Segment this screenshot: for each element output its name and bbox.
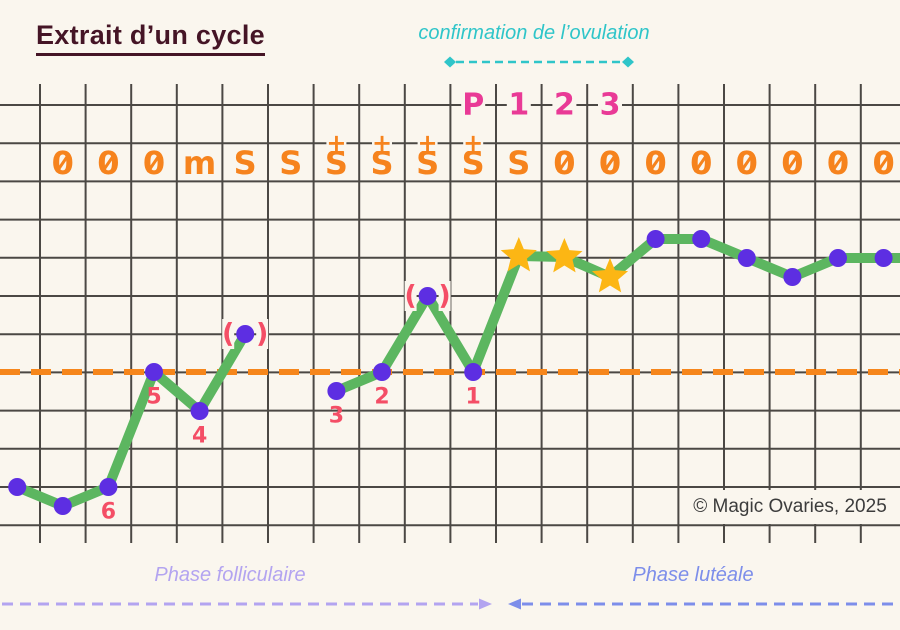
grid	[0, 84, 900, 543]
dot-marker	[8, 478, 27, 496]
dot-marker	[327, 382, 346, 400]
plus-sign: +	[418, 129, 438, 157]
peak-halo	[461, 89, 486, 121]
point-label: 5	[146, 385, 161, 410]
paren-halo	[438, 281, 451, 311]
paren-mark: (	[404, 281, 416, 312]
peak-halo	[598, 89, 622, 121]
plus-sign: +	[326, 129, 346, 157]
zero-slash	[557, 153, 572, 173]
symbol-halo	[368, 146, 396, 180]
observation-symbol: S	[279, 144, 302, 182]
diamond-endpoint	[444, 56, 456, 68]
point-label: 6	[101, 500, 116, 525]
point-label: 3	[329, 404, 344, 429]
dot-marker	[646, 230, 665, 248]
paren-halo	[222, 319, 235, 349]
paren-mark: (	[222, 319, 234, 350]
observation-row: 000mSSS+S+S+S+S00000000	[48, 129, 898, 182]
star-marker	[500, 237, 537, 272]
zero-slash	[147, 153, 161, 173]
paren-mark: )	[438, 281, 450, 312]
star-marker	[591, 258, 629, 293]
plus-halo	[463, 135, 484, 151]
symbol-halo	[231, 146, 260, 180]
ovulation-confirmation-arrow	[444, 56, 634, 68]
peak-label: 1	[508, 88, 529, 123]
observation-symbol: S	[325, 144, 348, 182]
zero-slash	[648, 153, 663, 173]
dot-marker	[692, 230, 711, 248]
dot-marker	[737, 249, 756, 267]
symbol-halo	[459, 146, 488, 180]
diamond-endpoint	[622, 56, 634, 68]
peak-halo	[552, 89, 577, 121]
luteal-phase-label: Phase lutéale	[632, 564, 754, 586]
follicular-phase-label: Phase folliculaire	[154, 564, 306, 586]
dot-marker	[99, 478, 118, 496]
peak-halo	[506, 89, 531, 121]
luteal-arrowhead	[508, 598, 521, 610]
point-label: 2	[374, 385, 389, 410]
dot-marker	[874, 249, 893, 267]
plus-halo	[417, 135, 438, 151]
observation-symbol: S	[416, 144, 439, 182]
zero-slash	[603, 153, 617, 173]
dot-marker	[464, 363, 483, 381]
dot-marker	[829, 249, 847, 267]
ovulation-confirmation-label: confirmation de l’ovulation	[418, 22, 650, 44]
zero-slash	[785, 153, 800, 173]
zero-slash	[831, 153, 845, 173]
dot-marker	[418, 287, 437, 305]
data-points: 6 5 4 3 2 1	[8, 230, 893, 525]
zero-slash	[694, 153, 709, 173]
peak-label: 3	[600, 88, 621, 123]
zero-slash	[101, 153, 116, 173]
symbol-halo	[322, 146, 351, 180]
page-title: Extrait d’un cycle	[36, 20, 265, 56]
zero-slash	[876, 153, 891, 173]
plus-halo	[326, 135, 347, 151]
dot-marker	[783, 268, 802, 286]
copyright-text: © Magic Ovaries, 2025	[682, 490, 898, 524]
dot-marker	[145, 363, 163, 381]
symbol-halo	[504, 146, 533, 180]
point-label: 4	[192, 424, 207, 449]
observation-symbol: S	[370, 144, 393, 182]
phase-arrows	[2, 598, 900, 610]
peak-label: P	[462, 88, 484, 123]
point-label: 1	[466, 385, 481, 410]
dot-marker	[53, 497, 72, 515]
follicular-arrowhead	[479, 598, 492, 610]
plus-halo	[372, 135, 392, 151]
observation-symbol: S	[507, 144, 530, 182]
paren-mark: )	[256, 319, 268, 350]
symbol-halo	[413, 146, 442, 180]
zero-slash	[55, 153, 70, 173]
peak-label: 2	[554, 88, 575, 123]
dot-marker	[190, 402, 209, 420]
paren-halo	[404, 281, 417, 311]
dot-marker	[236, 325, 255, 343]
parentheses-marks: () ()	[222, 281, 451, 350]
observation-symbol: S	[234, 144, 257, 182]
symbol-halo	[276, 146, 305, 180]
star-marker	[546, 238, 583, 273]
observation-symbol: S	[462, 144, 485, 182]
plus-sign: +	[372, 129, 392, 157]
zero-slash	[739, 153, 754, 173]
paren-halo	[256, 319, 269, 349]
dot-marker	[373, 363, 391, 381]
symbol-halo	[185, 146, 214, 180]
plus-sign: +	[463, 129, 483, 157]
observation-symbol: m	[183, 144, 216, 182]
